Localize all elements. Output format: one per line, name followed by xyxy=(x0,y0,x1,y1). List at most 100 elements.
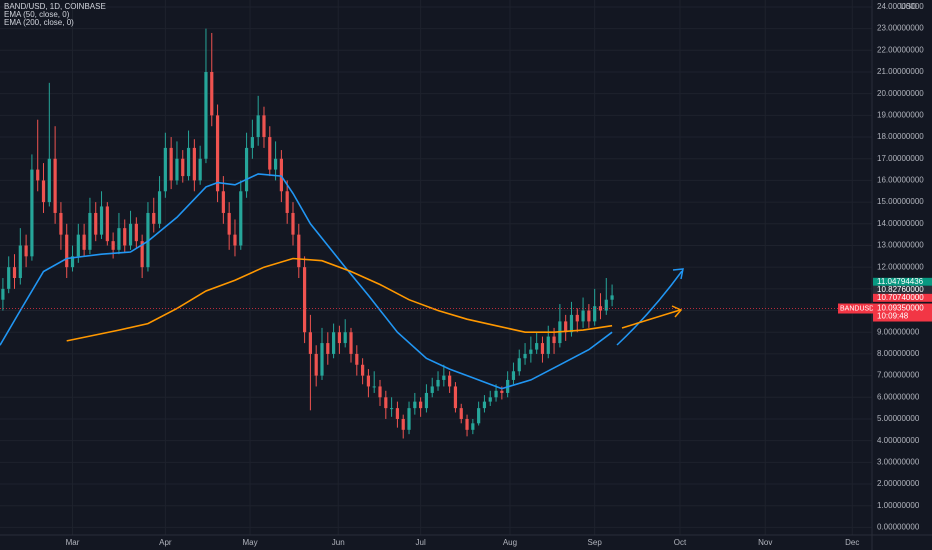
candle-body xyxy=(117,228,121,250)
candle-body xyxy=(401,418,405,430)
candle-body xyxy=(320,343,324,376)
y-tick-label: 8.00000000 xyxy=(877,349,920,358)
candle-body xyxy=(488,397,492,402)
candle-body xyxy=(256,115,260,138)
candle-body xyxy=(523,353,527,359)
candle-body xyxy=(442,375,446,380)
y-tick-label: 9.00000000 xyxy=(877,327,920,336)
candle-body xyxy=(343,332,347,344)
y-tick-label: 14.00000000 xyxy=(877,219,924,228)
candle-body xyxy=(76,234,80,257)
candle-body xyxy=(361,364,365,376)
y-tick-label: 4.00000000 xyxy=(877,436,920,445)
candle-body xyxy=(1,288,5,300)
candle-body xyxy=(494,390,498,398)
candle-body xyxy=(268,137,272,170)
candle-body xyxy=(36,169,40,181)
y-tick-label: 21.00000000 xyxy=(877,67,924,76)
candle-body xyxy=(186,147,191,177)
x-tick-label: Jun xyxy=(332,538,345,547)
price-label: 10.70740000 xyxy=(877,293,924,302)
candle-body xyxy=(181,158,185,177)
candle-body xyxy=(604,299,608,311)
candle-body xyxy=(175,158,179,181)
candle-body xyxy=(53,158,57,213)
candle-body xyxy=(535,343,539,350)
candle-body xyxy=(308,332,312,354)
candle-body xyxy=(459,408,463,419)
y-tick-label: 13.00000000 xyxy=(877,241,924,250)
x-tick-label: Jul xyxy=(416,538,426,547)
candle-body xyxy=(448,375,452,387)
candle-body xyxy=(326,343,330,354)
currency: USD xyxy=(900,2,917,11)
candle-body xyxy=(221,191,225,213)
price-badge xyxy=(873,293,932,302)
x-tick-label: Apr xyxy=(159,538,172,547)
candle-body xyxy=(204,71,208,159)
y-tick-label: 1.00000000 xyxy=(877,501,920,510)
candle-body xyxy=(157,191,162,224)
symbol-badge xyxy=(838,303,874,314)
candle-body xyxy=(517,358,521,372)
candle-body xyxy=(140,241,144,268)
candle-body xyxy=(273,158,278,170)
x-tick-label: Aug xyxy=(503,538,517,547)
price-label: 10.82760000 xyxy=(877,285,924,294)
candle-body xyxy=(302,267,307,333)
candle-body xyxy=(390,408,394,410)
y-tick-label: 16.00000000 xyxy=(877,176,924,185)
candle-body xyxy=(41,180,46,203)
y-tick-label: 20.00000000 xyxy=(877,89,924,98)
candle-body xyxy=(366,375,371,387)
candle-body xyxy=(349,332,353,354)
candle-body xyxy=(285,191,289,213)
drawn-arrow xyxy=(616,270,683,346)
candle-body xyxy=(163,147,167,192)
candle-body xyxy=(210,71,214,116)
legend-entry: EMA (200, close, 0) xyxy=(4,18,74,27)
chart-title: BAND/USD, 1D, COINBASE xyxy=(4,2,106,11)
candle-body xyxy=(430,386,434,393)
price-label: 11.04794436 xyxy=(877,277,924,286)
arrow-head xyxy=(671,305,683,318)
candle-body xyxy=(564,321,568,333)
x-tick-label: Dec xyxy=(845,538,859,547)
price-badge xyxy=(873,277,932,286)
candle-body xyxy=(47,158,51,203)
candle-body xyxy=(291,212,295,235)
candle-body xyxy=(297,234,301,268)
ema-line xyxy=(0,173,613,390)
candle-body xyxy=(453,386,458,409)
candle-body xyxy=(546,336,550,354)
candle-body xyxy=(105,206,109,242)
last-price-label: 10.09350000 xyxy=(877,304,924,313)
y-tick-label: 22.00000000 xyxy=(877,45,924,54)
candle-body xyxy=(552,336,556,344)
y-tick-label: 18.00000000 xyxy=(877,132,924,141)
drawn-arrow xyxy=(621,309,681,329)
y-tick-label: 24.00000000 xyxy=(877,2,924,11)
y-tick-label: 5.00000000 xyxy=(877,414,920,423)
candle-body xyxy=(12,267,17,279)
candle-body xyxy=(169,147,173,181)
candle-body xyxy=(233,234,237,246)
candle-body xyxy=(395,408,400,419)
candle-body xyxy=(244,147,249,192)
candle-body xyxy=(30,169,34,257)
candle-body xyxy=(70,256,75,268)
candle-body xyxy=(82,234,86,250)
candle-body xyxy=(24,245,28,257)
candle-body xyxy=(384,397,388,409)
candle-body xyxy=(511,371,516,380)
candle-body xyxy=(192,147,196,181)
candle-body xyxy=(111,241,115,250)
countdown: 10:09:48 xyxy=(877,312,909,321)
x-tick-label: Sep xyxy=(588,538,603,547)
candle-body xyxy=(465,418,469,430)
x-tick-label: Nov xyxy=(758,538,772,547)
candle-body xyxy=(128,223,133,246)
y-tick-label: 17.00000000 xyxy=(877,154,924,163)
candle-body xyxy=(436,379,440,387)
